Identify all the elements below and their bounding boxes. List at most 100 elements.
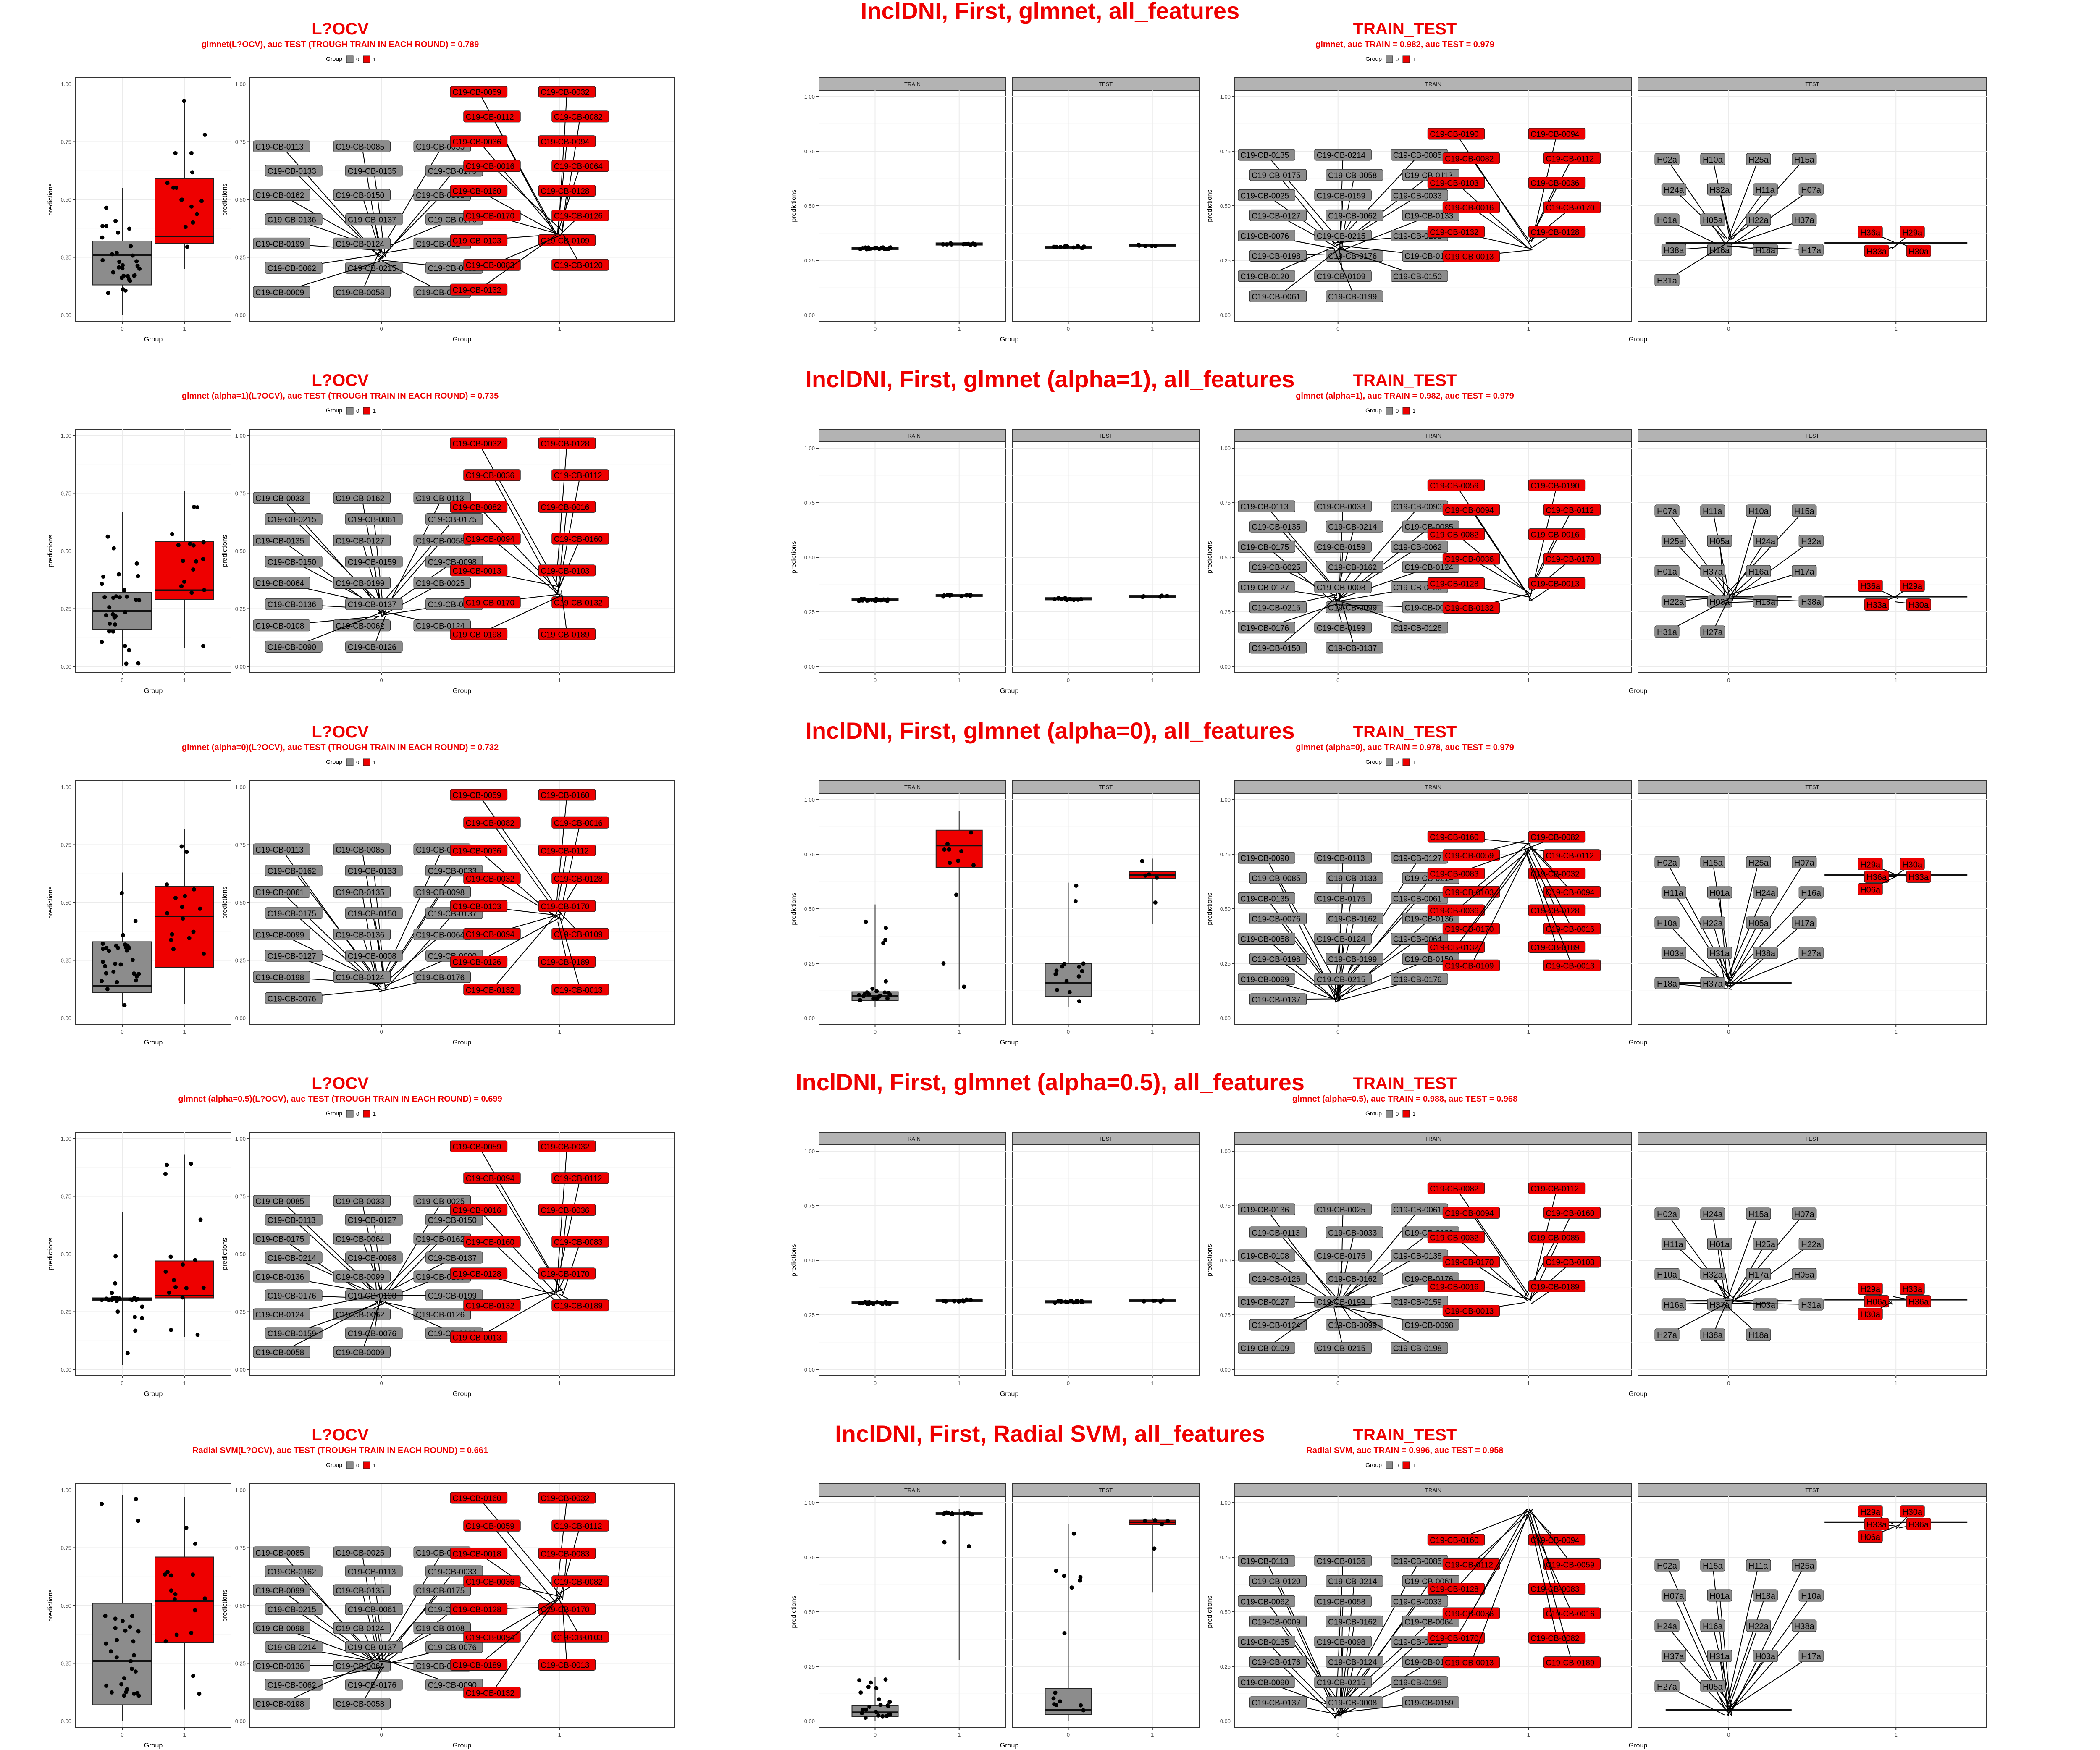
tt-label-panel-test-xtick-label: 0: [1727, 1732, 1730, 1738]
loocv-box-1-point: [199, 199, 204, 203]
tt-train-label-1-leader: [1526, 849, 1557, 910]
tt-train-label-1-label-box: [1427, 831, 1485, 843]
tt-train-box-0-point: [874, 1710, 878, 1714]
loocv-label-0-label-box: [425, 1289, 483, 1301]
tt-train-label-0-label-box: [1249, 169, 1307, 181]
tt-label-panel-ytick-label: 1.00: [1220, 445, 1231, 451]
loocv-label-1-label: C19-CB-0036: [452, 847, 501, 856]
tt-box-panel-ytick-label: 0.50: [804, 906, 815, 912]
tt-train-label-1-label: C19-CB-0013: [1445, 253, 1494, 262]
tt-label-strip-test: [1638, 780, 1987, 794]
tt-box-panel-test-xtick-label: 1: [1151, 1028, 1154, 1035]
loocv-box-0-point: [110, 1291, 114, 1295]
loocv-label-xlabel: Group: [453, 1039, 472, 1046]
tt-train-box-0-point: [883, 938, 888, 942]
row-0: InclDNI, First, glmnet, all_featuresL?OC…: [47, 0, 1987, 343]
loocv-box-1-point: [165, 882, 169, 887]
loocv-box-panel-ytick-label: 0.50: [61, 900, 71, 906]
tt-train-label-1-label: C19-CB-0132: [1445, 604, 1494, 613]
tt-train-label-0-label: C19-CB-0159: [1393, 1298, 1442, 1307]
loocv-label-0-label-box: [265, 556, 323, 568]
tt-test-label-1-label: H36a: [1866, 873, 1887, 882]
loocv-label-panel-xtick-label: 1: [558, 1028, 561, 1035]
tt-test-box-0-point: [1056, 596, 1061, 600]
tt-legend-title: Group: [1365, 758, 1382, 765]
loocv-box-0-point: [111, 546, 116, 551]
tt-label-panel-ytick-label: 0.25: [1220, 609, 1231, 615]
loocv-label-0-label-box: [333, 534, 391, 546]
loocv-label-1-label-box: [538, 501, 596, 513]
loocv-label-1-label: C19-CB-0036: [466, 472, 514, 480]
tt-train-label-0-label-box: [1249, 209, 1307, 221]
loocv-label-0-label-box: [253, 189, 310, 201]
tt-test-label-0-label-box: [1707, 183, 1732, 196]
loocv-label-0-label: C19-CB-0058: [336, 289, 384, 297]
loocv-label-0-label-box: [345, 1641, 403, 1653]
tt-box-xlabel: Group: [1000, 1391, 1019, 1398]
loocv-box-0-point: [100, 942, 105, 946]
tt-subtitle: glmnet (alpha=1), auc TRAIN = 0.982, auc…: [1296, 391, 1514, 401]
loocv-label-0-leader: [361, 1666, 384, 1704]
tt-train-box-1-point: [971, 863, 976, 868]
tt-train-label-0-label-box: [1249, 993, 1307, 1005]
tt-train-box-0-point: [878, 1301, 883, 1305]
loocv-box-0-point: [134, 978, 138, 983]
tt-box-panel-test-xtick-label: 0: [1067, 1732, 1070, 1738]
loocv-box-0-point: [113, 961, 118, 966]
tt-test-label-1-label: H30a: [1902, 1508, 1923, 1517]
tt-train-box-0-point: [885, 1703, 890, 1708]
loocv-label-0-label-box: [253, 929, 310, 940]
tt-train-label-1-leader: [1530, 509, 1572, 590]
tt-test-label-0-leader: [1726, 1565, 1759, 1707]
tt-train-label-1-label: C19-CB-0170: [1445, 1258, 1494, 1267]
loocv-label-0-label: C19-CB-0064: [416, 931, 465, 940]
tt-train-label-0-label: C19-CB-0124: [1252, 1321, 1301, 1330]
loocv-box-1-point: [171, 947, 176, 951]
loocv-box-0-point: [119, 891, 124, 895]
tt-label-panel-test-xtick-label: 1: [1895, 1380, 1898, 1386]
loocv-label-0-label: C19-CB-0176: [416, 973, 465, 982]
loocv-label-1-label: C19-CB-0082: [554, 1578, 603, 1587]
loocv-label-1-label: C19-CB-0036: [541, 1206, 589, 1215]
loocv-label-1-label-box: [463, 816, 521, 829]
loocv-title: L?OCV: [312, 20, 369, 38]
tt-train-box-0-point: [887, 1301, 892, 1306]
loocv-box-0-point: [130, 1614, 134, 1619]
loocv-label-0-label-box: [253, 577, 310, 589]
loocv-label-1-label: C19-CB-0189: [554, 1302, 603, 1311]
loocv-label-1-label: C19-CB-0094: [466, 1633, 515, 1642]
loocv-label-0-label-box: [333, 577, 391, 589]
loocv-box-1-point: [197, 1692, 202, 1696]
tt-train-label-0-label-box: [1238, 1636, 1295, 1648]
loocv-label-1-label-box: [551, 984, 609, 996]
loocv-label-0-label: C19-CB-0090: [268, 643, 316, 652]
tt-train-label-0-label: C19-CB-0062: [1240, 1598, 1289, 1606]
tt-label-panel-ytick-label: 1.00: [1220, 94, 1231, 100]
tt-box-panel-ytick-label: 0.00: [804, 1015, 815, 1021]
tt-legend-label-1: 1: [1412, 56, 1415, 63]
tt-train-box-0-point: [864, 1707, 868, 1712]
tt-title: TRAIN_TEST: [1353, 723, 1457, 741]
loocv-label-0-label: C19-CB-0099: [255, 1587, 304, 1595]
tt-train-label-1-label-box: [1543, 886, 1601, 898]
loocv-label-1-label-box: [551, 1575, 609, 1587]
loocv-label-0-label-box: [265, 1289, 323, 1301]
tt-test-label-1-label: H36a: [1860, 228, 1881, 237]
tt-box-strip-label-test: TEST: [1099, 1487, 1113, 1493]
loocv-label-1-label: C19-CB-0170: [466, 212, 514, 220]
tt-train-label-0-label: C19-CB-0113: [1317, 854, 1365, 863]
tt-train-label-1-leader: [1471, 1261, 1531, 1301]
loocv-label-1-label-box: [463, 1631, 521, 1643]
tt-box-panel-ytick-label: 0.50: [804, 203, 815, 209]
loocv-box-1-point: [201, 557, 205, 561]
tt-test-label-0-label: H03a: [1664, 949, 1684, 958]
tt-train-box-1-point: [952, 1299, 956, 1304]
tt-train-label-0-label: C19-CB-0162: [1328, 563, 1377, 572]
loocv-label-1-label-box: [538, 564, 596, 577]
loocv-label-panel-ytick-label: 0.50: [235, 197, 246, 203]
tt-train-label-0-label: C19-CB-0133: [1328, 874, 1377, 883]
loocv-label-0-label: C19-CB-0150: [268, 558, 316, 567]
loocv-label-0-label-box: [253, 237, 310, 249]
tt-test-label-1-label: H06a: [1860, 885, 1881, 895]
loocv-label-0-label: C19-CB-0162: [255, 192, 304, 200]
